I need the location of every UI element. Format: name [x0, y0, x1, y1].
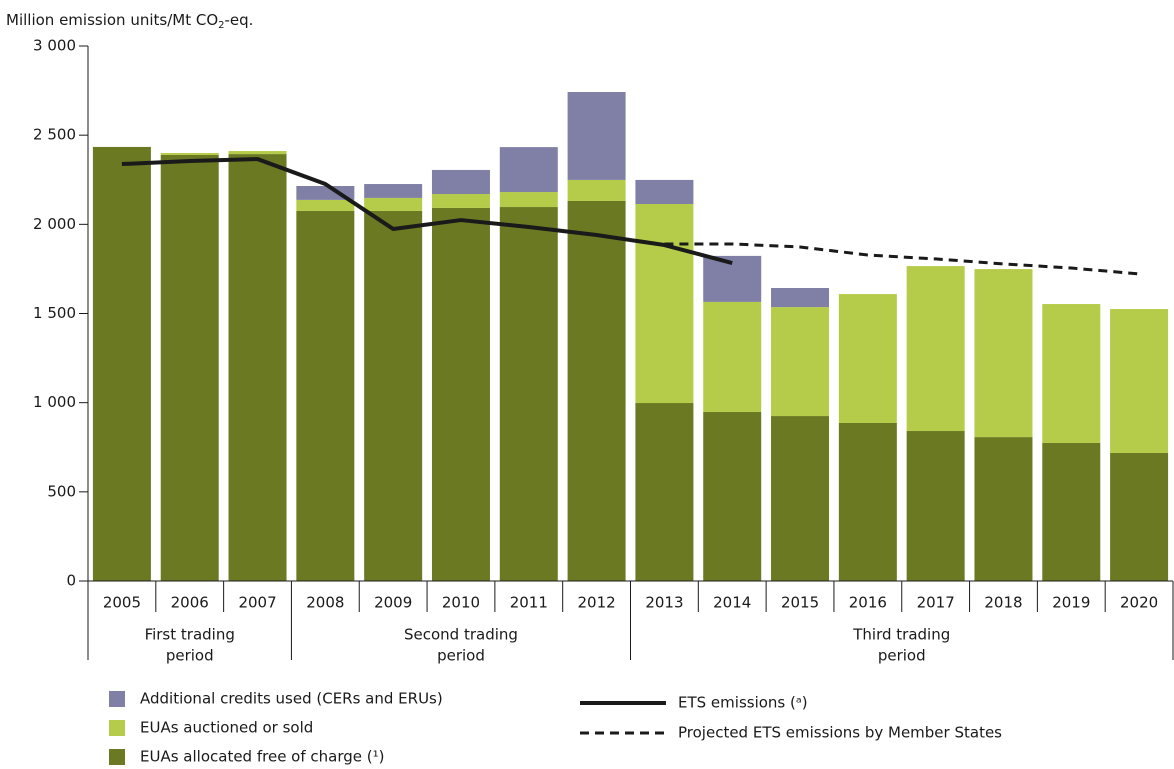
bar-segment [364, 210, 423, 582]
x-tick-label: 2012 [578, 594, 616, 612]
period-label: Third trading [852, 626, 950, 644]
period-label: period [166, 647, 214, 665]
legend-label: EUAs allocated free of charge (¹) [140, 748, 385, 766]
projected-line [664, 242, 1140, 276]
bar-segment [1110, 309, 1169, 453]
x-tick-label: 2005 [103, 594, 141, 612]
legend-swatch [109, 720, 125, 736]
bar-segment [364, 184, 423, 198]
x-tick-label: 2017 [917, 594, 955, 612]
bar-segment [296, 210, 355, 582]
x-tick-label: 2009 [374, 594, 412, 612]
x-tick-label: 2010 [442, 594, 480, 612]
x-tick-label: 2013 [645, 594, 683, 612]
y-tick-label: 2 000 [33, 215, 76, 233]
bar-segment [228, 154, 287, 581]
bar-segment [228, 151, 287, 155]
legend-label: EUAs auctioned or sold [140, 719, 313, 737]
x-tick-label: 2019 [1052, 594, 1090, 612]
y-tick-label: 0 [66, 572, 76, 590]
period-label: period [878, 647, 926, 665]
y-tick-label: 1 000 [33, 393, 76, 411]
y-tick-label: 2 500 [33, 126, 76, 144]
x-tick-label: 2015 [781, 594, 819, 612]
x-tick-label: 2016 [849, 594, 887, 612]
legend-label: ETS emissions (ᵃ) [678, 694, 808, 712]
bar-segment [838, 294, 897, 423]
period-label: period [437, 647, 485, 665]
bar-segment [906, 266, 965, 432]
bar-segment [160, 154, 219, 581]
bar-segment [296, 185, 355, 200]
legend-label: Additional credits used (CERs and ERUs) [140, 690, 443, 708]
x-tick-label: 2008 [306, 594, 344, 612]
bar-segment [431, 194, 490, 208]
y-axis-label: Million emission units/Mt CO2-eq. [6, 11, 253, 32]
bar-segment [1042, 442, 1101, 581]
legend-swatch [109, 691, 125, 707]
x-tick-label: 2007 [238, 594, 276, 612]
bar-segment [160, 153, 219, 155]
bar-segment [567, 92, 626, 180]
period-label: Second trading [404, 626, 518, 644]
bar-segment [771, 287, 830, 308]
bar-segment [296, 199, 355, 211]
bar-segment [974, 269, 1033, 438]
y-tick-label: 1 500 [33, 304, 76, 322]
period-label: First trading [145, 626, 235, 644]
legend-swatch [109, 749, 125, 765]
bar-segment [838, 422, 897, 581]
bar-segment [906, 431, 965, 581]
bar-segment [771, 416, 830, 581]
bar-segment [499, 207, 558, 581]
x-tick-label: 2018 [984, 594, 1022, 612]
bar-segment [703, 301, 762, 412]
y-tick-label: 500 [47, 482, 76, 500]
bar-segment [431, 207, 490, 581]
y-tick-label: 3 000 [33, 37, 76, 55]
bar-segment [974, 437, 1033, 581]
bar-segment [635, 179, 694, 205]
bar-segment [635, 204, 694, 404]
bar-segment [92, 146, 151, 582]
bar-segment [499, 147, 558, 193]
bar-segment [703, 411, 762, 581]
bar-segment [499, 192, 558, 208]
emissions-line [121, 157, 733, 265]
legend-label: Projected ETS emissions by Member States [678, 724, 1002, 742]
bar-segment [1110, 452, 1169, 581]
bar-segment [1042, 304, 1101, 443]
bar-segment [364, 197, 423, 211]
bar-segment [567, 200, 626, 581]
x-tick-label: 2011 [510, 594, 548, 612]
bar-segment [635, 403, 694, 581]
x-tick-label: 2020 [1120, 594, 1158, 612]
bar-segment [431, 169, 490, 195]
x-tick-label: 2006 [171, 594, 209, 612]
bar-segment [567, 179, 626, 201]
x-tick-label: 2014 [713, 594, 751, 612]
bar-segment [771, 307, 830, 417]
bar-segment [703, 255, 762, 302]
